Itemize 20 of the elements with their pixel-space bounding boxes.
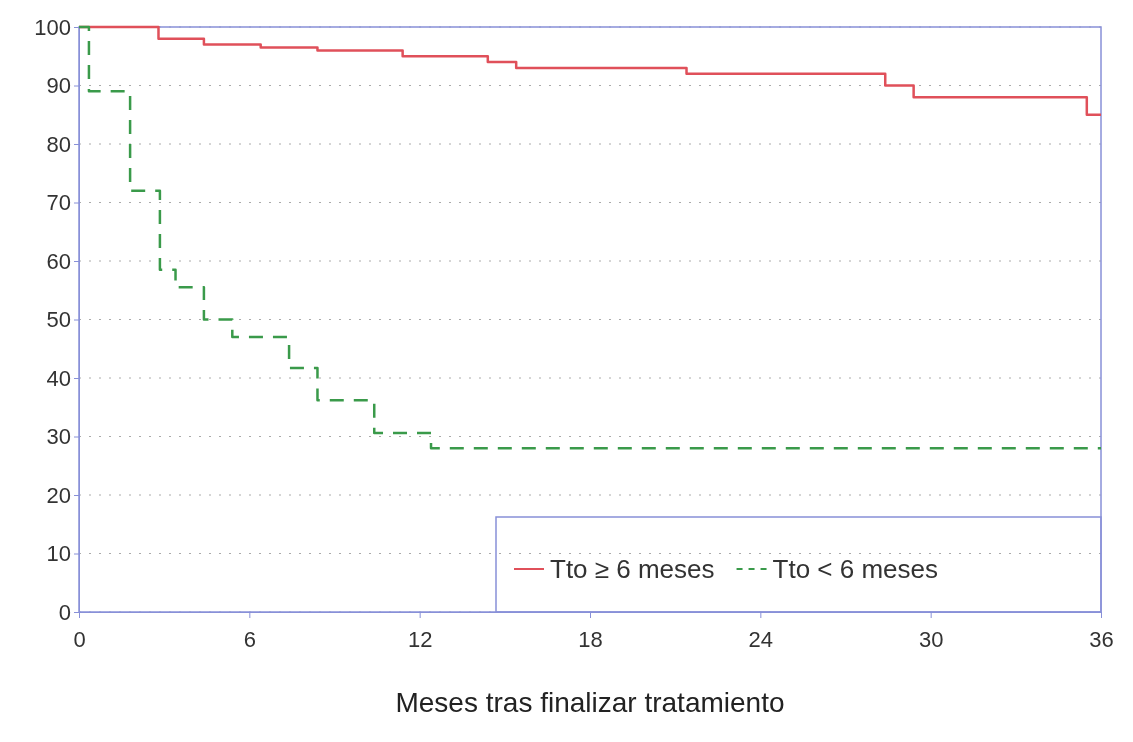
y-tick-label: 40: [46, 365, 71, 391]
legend-label: Tto < 6 meses: [772, 554, 939, 584]
x-tick-label: 12: [407, 627, 433, 653]
y-tick-label: 30: [46, 424, 71, 450]
y-tick-label: 90: [46, 73, 71, 99]
y-tick-label: 70: [46, 190, 71, 216]
y-tick-label: 100: [34, 14, 71, 40]
y-tick-label: 10: [46, 541, 71, 567]
y-tick-label: 50: [46, 307, 71, 333]
x-tick-label: 36: [1089, 627, 1114, 653]
y-tick-label: 80: [46, 131, 71, 157]
x-tick-label: 18: [578, 627, 603, 653]
x-tick-label: 6: [243, 627, 256, 653]
x-tick-label: 24: [748, 627, 774, 653]
y-tick-label: 20: [46, 482, 71, 508]
y-tick-label: 60: [46, 248, 71, 274]
y-tick-label: 0: [58, 599, 71, 625]
legend-label: Tto ≥ 6 meses: [550, 554, 715, 584]
x-axis-title: Meses tras finalizar tratamiento: [395, 687, 785, 718]
x-tick-label: 30: [918, 627, 944, 653]
